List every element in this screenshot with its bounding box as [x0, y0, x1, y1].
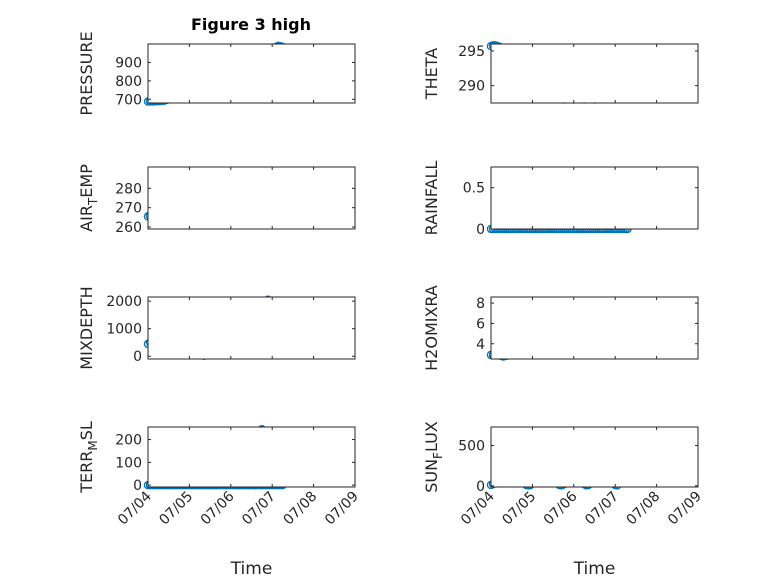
y-axis-label: THETA [422, 48, 441, 100]
y-axis-label-part: TERR [77, 451, 96, 494]
axes-frame [490, 426, 699, 488]
y-axis-label: H2OMIXRA [422, 285, 441, 371]
y-axis-label-part: F [431, 452, 445, 459]
y-tick-label: 0 [133, 349, 142, 365]
x-axis-label: Time [230, 559, 273, 579]
y-axis-label-part: EMP [77, 164, 96, 198]
y-tick-label: 500 [458, 439, 485, 455]
y-tick-label: 900 [115, 55, 142, 71]
y-tick-label: 260 [115, 220, 142, 236]
axes-frame [147, 426, 356, 488]
y-tick-label: 2000 [106, 294, 142, 310]
y-axis-label-part: T [86, 197, 100, 206]
axes-frame [490, 43, 699, 104]
x-tick-label: 07/07 [582, 489, 622, 529]
y-axis-label-part: SL [77, 421, 96, 440]
y-tick-label: 270 [115, 201, 142, 217]
axes-frame [147, 296, 356, 360]
x-tick-label: 07/08 [624, 489, 664, 529]
y-tick-label: 290 [458, 79, 485, 95]
y-tick-label: 100 [115, 455, 142, 471]
y-tick-label: 700 [115, 92, 142, 108]
y-tick-label: 0 [476, 479, 485, 495]
y-tick-label: 0.5 [463, 181, 485, 197]
y-axis-label-part: M [86, 440, 100, 450]
x-tick-label: 07/04 [115, 488, 155, 528]
y-tick-label: 0 [476, 222, 485, 238]
y-axis-label-part: AIR [77, 205, 96, 232]
panel-rainfall: 0 0.5 RAINFALL [422, 161, 699, 238]
y-axis-label: MIXDEPTH [77, 286, 96, 369]
axes-frame [490, 166, 699, 230]
x-tick-label: 07/06 [541, 488, 581, 528]
y-axis-label: SUNFLUX [422, 421, 445, 493]
x-tick-label: 07/05 [499, 489, 539, 529]
y-tick-label: 4 [476, 337, 485, 353]
y-axis-label: AIRTEMP [77, 164, 100, 232]
y-tick-label: 800 [115, 74, 142, 90]
panel-air_temp: 260 270 280 AIRTEMP [77, 164, 356, 236]
panel-theta: 290 295 THETA [422, 41, 699, 104]
x-tick-label: 07/09 [322, 489, 362, 529]
x-tick-label: 07/07 [239, 489, 279, 529]
x-tick-label: 07/05 [156, 489, 196, 529]
y-axis-label: PRESSURE [77, 31, 96, 115]
y-axis-label: TERRMSL [77, 421, 100, 494]
y-axis-label: RAINFALL [422, 161, 441, 236]
panel-h2omixra: 4 6 8 H2OMIXRA [422, 285, 699, 371]
x-tick-label: 07/06 [198, 488, 238, 528]
x-axis-label: Time [573, 559, 616, 579]
y-tick-label: 8 [476, 296, 485, 312]
panel-pressure: 700 800 900 PRESSURE [77, 31, 356, 116]
panel-mixdepth: 0 1000 2000 MIXDEPTH [77, 286, 356, 370]
y-tick-label: 6 [476, 316, 485, 332]
axes-frame [147, 43, 356, 104]
axes-frame [490, 296, 699, 360]
x-tick-label: 07/08 [281, 489, 321, 529]
figure-title: Figure 3 high [191, 15, 311, 34]
y-tick-label: 280 [115, 181, 142, 197]
y-axis-label-part: SUN [422, 459, 441, 493]
y-tick-label: 0 [133, 478, 142, 494]
y-axis-label-part: LUX [422, 421, 441, 452]
x-tick-label: 07/09 [665, 489, 705, 529]
y-tick-label: 1000 [106, 322, 142, 338]
y-tick-label: 295 [458, 44, 485, 60]
axes-frame [147, 166, 356, 230]
panel-terr_msl: 0 100 200 07/04 07/05 07/06 07/07 07/08 07/09 TER… [77, 421, 362, 579]
y-tick-label: 200 [115, 433, 142, 449]
